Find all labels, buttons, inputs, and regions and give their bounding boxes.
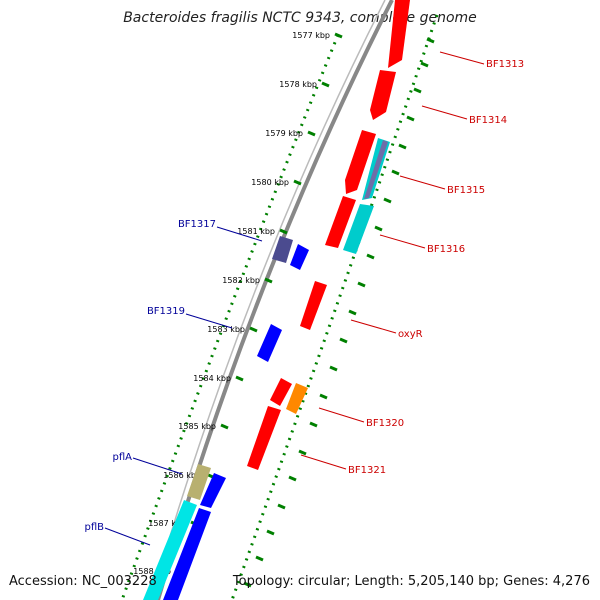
tick-label: 1577 kbp (292, 31, 330, 40)
tick-label: 1578 kbp (279, 80, 317, 89)
accession-label: Accession: NC_003228 (9, 574, 157, 589)
outer-tick-mark (426, 37, 435, 44)
gene-label-bf1313[interactable]: BF1313 (486, 59, 524, 70)
tick-label: 1583 kbp (207, 325, 245, 334)
gene-block-bf1315[interactable] (345, 130, 376, 194)
labels-layer: BF1313 BF1314 BF1315 BF1316 oxyR BF1320 BF1321… (84, 51, 524, 546)
outer-tick-mark (266, 529, 275, 536)
tick-label: 1580 kbp (251, 178, 289, 187)
leader-line (216, 226, 263, 242)
outer-tick-mark (406, 115, 415, 122)
gene-block-bf1319[interactable] (257, 324, 282, 362)
outer-tick-mark (298, 449, 307, 456)
gene-block-bf1316[interactable] (325, 196, 356, 248)
outer-tick-mark (383, 197, 392, 204)
gene-block-bf1317-purple[interactable] (272, 236, 293, 263)
features-layer (143, 0, 410, 600)
outer-tick-mark (413, 87, 422, 94)
outer-tick-mark (243, 581, 252, 588)
leader-line (421, 105, 468, 120)
tick-mark (293, 179, 302, 186)
gene-label-bf1321[interactable]: BF1321 (348, 465, 386, 476)
outer-tick-mark (374, 225, 383, 232)
outer-tick-mark (319, 393, 328, 400)
outer-tick-mark (357, 281, 366, 288)
gene-block-pfla-khaki[interactable] (187, 464, 211, 500)
tick-label: 1579 kbp (265, 129, 303, 138)
leader-line (104, 527, 151, 546)
gene-label-oxyr[interactable]: oxyR (398, 329, 423, 340)
tick-mark (264, 277, 273, 284)
outer-tick-mark (277, 503, 286, 510)
gene-label-bf1319[interactable]: BF1319 (147, 306, 185, 317)
tick-label: 1584 kbp (193, 374, 231, 383)
gene-label-pfla[interactable]: pflA (113, 452, 133, 463)
outer-tick-mark (255, 555, 264, 562)
gene-label-bf1317[interactable]: BF1317 (178, 219, 216, 230)
gene-block-bf1320-a[interactable] (270, 378, 292, 406)
leader-line (318, 407, 365, 423)
tick-mark (235, 375, 244, 382)
gene-label-bf1315[interactable]: BF1315 (447, 185, 485, 196)
gene-block-bf1321[interactable] (247, 406, 281, 470)
gene-label-bf1314[interactable]: BF1314 (469, 115, 507, 126)
tick-mark (220, 423, 229, 430)
outer-tick-mark (309, 421, 318, 428)
gene-block-bf1317[interactable] (290, 244, 309, 270)
genome-summary: Topology: circular; Length: 5,205,140 bp… (232, 574, 590, 589)
gene-block-pfla[interactable] (200, 473, 226, 508)
tick-label: 1581 kbp (237, 227, 275, 236)
tick-mark (307, 130, 316, 137)
tick-label: 1585 kbp (178, 422, 216, 431)
tick-label: 1586 kbp (163, 471, 201, 480)
gene-block-bf1320-orange[interactable] (286, 383, 308, 414)
outer-tick-mark (420, 61, 429, 68)
outer-tick-mark (339, 337, 348, 344)
leader-line (379, 234, 426, 249)
inner-dotted-ring (120, 34, 340, 600)
leader-line (300, 454, 347, 470)
tick-mark (279, 228, 288, 235)
tick-mark (334, 32, 343, 39)
ticks-layer: 1577 kbp 1578 kbp 1579 kbp 1580 kbp 1581 kbp… (133, 31, 435, 588)
gene-block-bf1315-purple[interactable] (364, 140, 388, 199)
gene-block-pflb-cyan[interactable] (143, 500, 197, 600)
outer-tick-mark (329, 365, 338, 372)
tick-mark (321, 81, 330, 88)
gene-label-pflb[interactable]: pflB (84, 522, 104, 533)
outer-tick-mark (391, 169, 400, 176)
backbone-inner (150, 0, 386, 600)
outer-tick-mark (288, 475, 297, 482)
tick-mark (249, 326, 258, 333)
gene-block-pflb[interactable] (163, 508, 211, 600)
gene-label-bf1320[interactable]: BF1320 (366, 418, 404, 429)
outer-dotted-ring (230, 14, 439, 600)
leader-line (399, 175, 446, 190)
outer-tick-mark (398, 143, 407, 150)
tick-label: 1587 kbp (148, 519, 186, 528)
outer-tick-mark (366, 253, 375, 260)
gene-block-bf1314[interactable] (370, 70, 396, 120)
outer-tick-mark (348, 309, 357, 316)
leader-line (350, 319, 397, 334)
leader-line (185, 313, 233, 329)
leader-line (439, 51, 485, 65)
tick-label: 1588 kbp (133, 567, 171, 576)
genome-title: Bacteroides fragilis NCTC 9343, complete… (123, 10, 477, 26)
leader-line (132, 457, 183, 475)
gene-block-bf1313[interactable] (388, 0, 410, 68)
tick-label: 1582 kbp (222, 276, 260, 285)
gene-label-bf1316[interactable]: BF1316 (427, 244, 465, 255)
gene-block-oxyr[interactable] (300, 281, 327, 330)
gene-block-bf1316-cyan[interactable] (343, 204, 374, 254)
